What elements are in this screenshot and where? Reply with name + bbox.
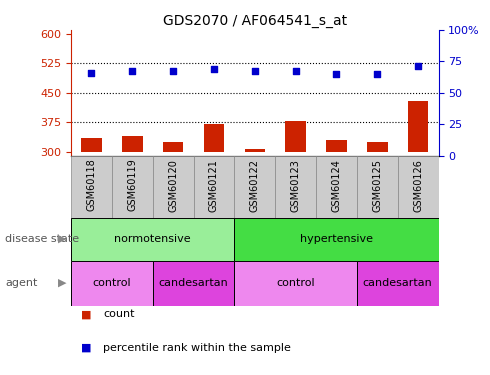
Bar: [245, 148, 265, 152]
Bar: [234, 217, 439, 261]
Text: count: count: [103, 309, 134, 320]
Text: agent: agent: [5, 278, 37, 288]
Bar: [357, 156, 398, 218]
Bar: [81, 138, 102, 152]
Text: GSM60120: GSM60120: [168, 159, 178, 212]
Bar: [71, 217, 234, 261]
Text: disease state: disease state: [5, 234, 79, 244]
Text: GSM60125: GSM60125: [372, 159, 382, 212]
Point: [373, 71, 381, 77]
Bar: [153, 261, 234, 306]
Bar: [275, 156, 316, 218]
Text: hypertensive: hypertensive: [300, 234, 373, 244]
Text: candesartan: candesartan: [159, 278, 228, 288]
Text: control: control: [276, 278, 315, 288]
Bar: [398, 156, 439, 218]
Point: [414, 63, 422, 69]
Point: [88, 70, 96, 76]
Bar: [112, 156, 153, 218]
Point: [128, 69, 136, 75]
Text: GSM60118: GSM60118: [86, 159, 97, 212]
Text: GSM60121: GSM60121: [209, 159, 219, 212]
Text: control: control: [93, 278, 131, 288]
Text: GSM60124: GSM60124: [331, 159, 342, 212]
Text: GSM60119: GSM60119: [127, 159, 137, 212]
Text: ■: ■: [81, 343, 91, 353]
Text: ▶: ▶: [58, 278, 66, 288]
Text: percentile rank within the sample: percentile rank within the sample: [103, 343, 291, 353]
Bar: [234, 156, 275, 218]
Text: GSM60122: GSM60122: [250, 159, 260, 212]
Point: [292, 69, 299, 75]
Bar: [122, 136, 143, 152]
Bar: [153, 156, 194, 218]
Bar: [163, 142, 183, 152]
Bar: [194, 156, 234, 218]
Point: [251, 69, 259, 75]
Point: [210, 66, 218, 72]
Title: GDS2070 / AF064541_s_at: GDS2070 / AF064541_s_at: [163, 13, 347, 28]
Text: GSM60123: GSM60123: [291, 159, 301, 212]
Bar: [204, 124, 224, 152]
Bar: [326, 140, 346, 152]
Bar: [285, 121, 306, 152]
Bar: [316, 156, 357, 218]
Bar: [357, 261, 439, 306]
Text: ■: ■: [81, 309, 91, 320]
Bar: [367, 142, 388, 152]
Bar: [71, 261, 153, 306]
Text: normotensive: normotensive: [114, 234, 191, 244]
Point: [169, 69, 177, 75]
Point: [333, 71, 341, 77]
Bar: [71, 156, 112, 218]
Bar: [234, 261, 357, 306]
Text: ▶: ▶: [58, 234, 66, 244]
Bar: [408, 100, 428, 152]
Text: GSM60126: GSM60126: [413, 159, 423, 212]
Text: candesartan: candesartan: [363, 278, 433, 288]
